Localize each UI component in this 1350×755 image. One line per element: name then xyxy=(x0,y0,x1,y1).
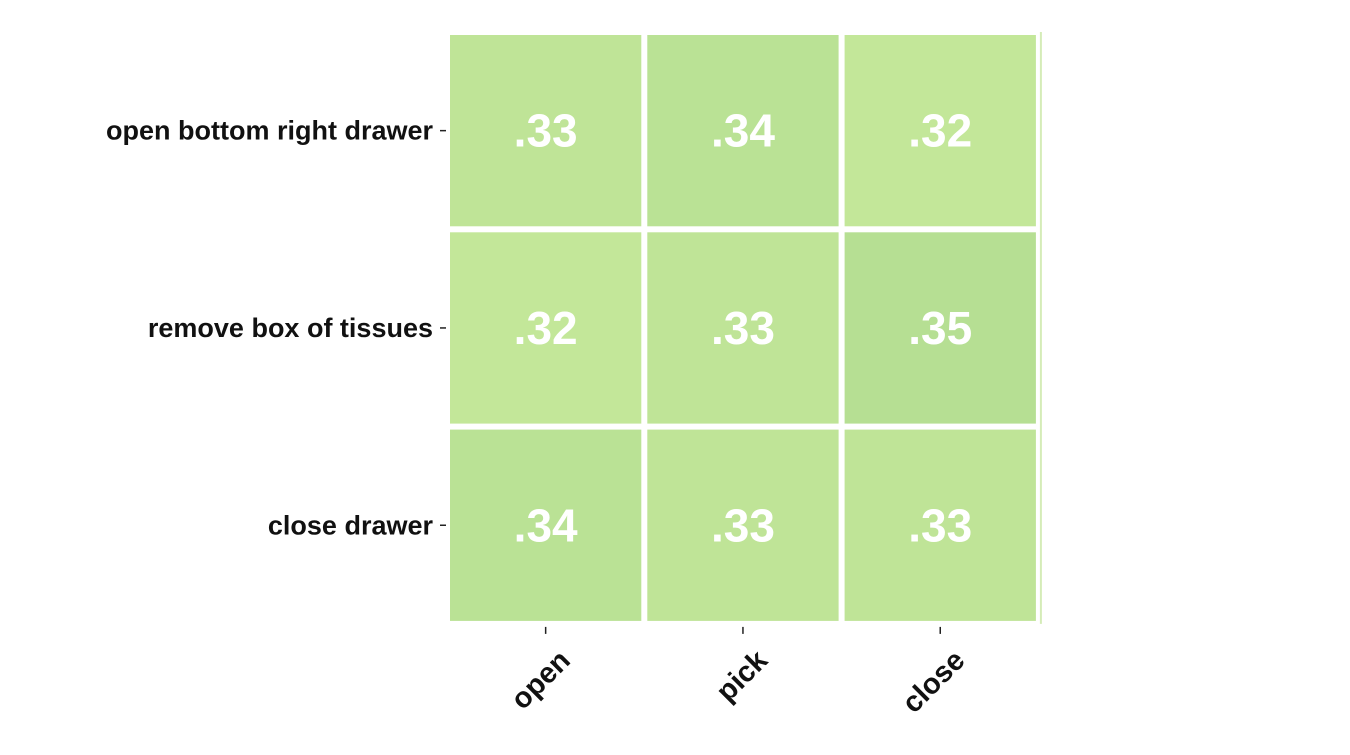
heatmap-value-labels: .33 .34 .32 .32 .33 .35 .34 .33 .33 xyxy=(514,105,973,552)
x-tick-label: close xyxy=(896,644,971,719)
y-tick-label: remove box of tissues xyxy=(148,313,433,343)
heatmap-cell xyxy=(450,232,642,424)
x-tick-label: open xyxy=(505,644,577,716)
y-tick-label: open bottom right drawer xyxy=(106,116,433,146)
y-axis: open bottom right drawer remove box of ti… xyxy=(106,116,446,540)
cell-value-label: .33 xyxy=(908,499,972,551)
heatmap-cell xyxy=(450,429,642,621)
cell-value-label: .34 xyxy=(711,105,775,157)
cell-value-label: .32 xyxy=(908,105,972,157)
heatmap-cell xyxy=(844,232,1036,424)
cell-value-label: .33 xyxy=(514,105,578,157)
heatmap-cell xyxy=(844,429,1036,621)
heatmap-cell xyxy=(844,35,1036,227)
heatmap-cell xyxy=(647,35,839,227)
cell-value-label: .33 xyxy=(711,302,775,354)
x-axis: open pick close xyxy=(505,626,971,719)
cell-value-label: .32 xyxy=(514,302,578,354)
heatmap-cell xyxy=(647,429,839,621)
x-tick-label: pick xyxy=(710,644,774,708)
heatmap-cells xyxy=(447,32,1042,624)
cell-value-label: .33 xyxy=(711,499,775,551)
cell-value-label: .34 xyxy=(514,499,578,551)
heatmap-cell xyxy=(450,35,642,227)
cell-value-label: .35 xyxy=(908,302,972,354)
heatmap-cell xyxy=(647,232,839,424)
y-tick-label: close drawer xyxy=(268,510,434,540)
